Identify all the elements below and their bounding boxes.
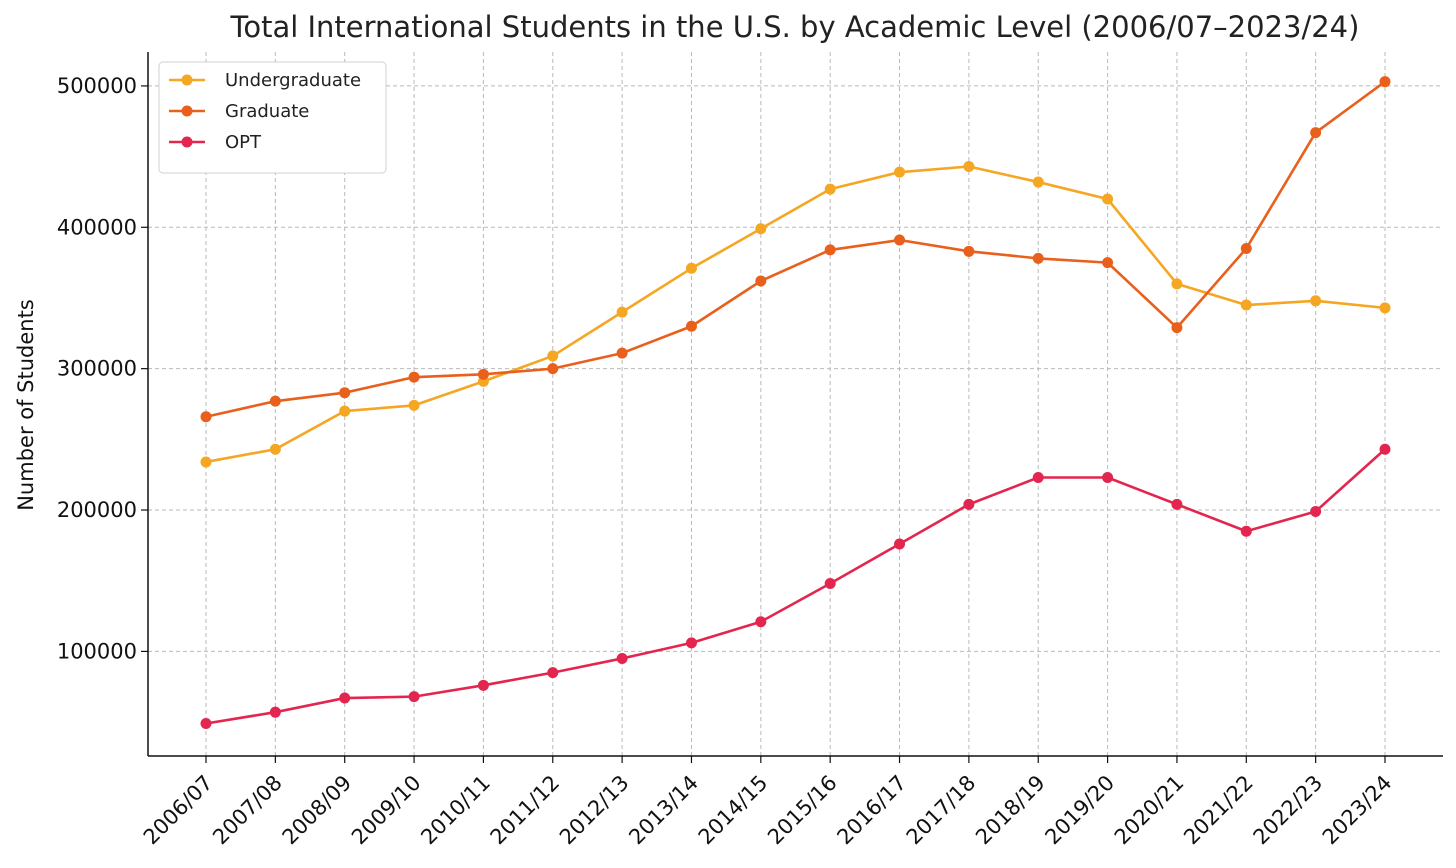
- data-point-opt: [685, 637, 697, 649]
- data-point-graduate: [685, 320, 697, 332]
- data-point-undergraduate: [1102, 193, 1114, 205]
- data-point-graduate: [1379, 76, 1391, 88]
- data-point-undergraduate: [200, 456, 212, 468]
- data-point-undergraduate: [616, 306, 628, 318]
- data-point-graduate: [200, 411, 212, 423]
- x-tick-label: 2020/21: [1110, 771, 1189, 850]
- y-tick-label: 500000: [57, 74, 137, 98]
- data-point-graduate: [1240, 242, 1252, 254]
- x-tick-label: 2022/23: [1249, 771, 1328, 850]
- data-point-opt: [1310, 505, 1322, 517]
- data-point-graduate: [963, 245, 975, 257]
- series-line-opt: [204, 447, 1387, 725]
- series-graduate: [200, 76, 1391, 423]
- data-point-opt: [339, 692, 351, 704]
- data-point-undergraduate: [824, 183, 836, 195]
- data-point-undergraduate: [1171, 278, 1183, 290]
- data-point-opt: [1102, 472, 1114, 484]
- x-tick-label: 2015/16: [763, 771, 842, 850]
- legend-box: [158, 61, 387, 174]
- data-point-graduate: [824, 244, 836, 256]
- data-point-opt: [755, 616, 767, 628]
- data-point-undergraduate: [1240, 299, 1252, 311]
- legend-marker-swatch: [181, 74, 193, 86]
- y-tick-label: 100000: [57, 639, 137, 663]
- data-point-graduate: [269, 395, 281, 407]
- data-point-opt: [200, 717, 212, 729]
- data-point-undergraduate: [408, 399, 420, 411]
- data-point-opt: [1032, 472, 1044, 484]
- data-point-opt: [547, 667, 559, 679]
- y-tick-label: 300000: [57, 357, 137, 381]
- data-point-opt: [477, 679, 489, 691]
- data-point-graduate: [755, 275, 767, 287]
- data-point-opt: [1171, 498, 1183, 510]
- x-tick-label: 2016/17: [832, 771, 911, 850]
- series-layer: [200, 76, 1391, 729]
- x-tick-label: 2010/11: [416, 771, 495, 850]
- data-point-opt: [616, 652, 628, 664]
- data-point-graduate: [408, 371, 420, 383]
- x-tick-label: 2009/10: [347, 771, 426, 850]
- legend-item-opt: OPT: [169, 132, 262, 153]
- data-point-opt: [824, 578, 836, 590]
- data-point-opt: [1379, 443, 1391, 455]
- x-tick-label: 2011/12: [486, 771, 565, 850]
- x-tick-label: 2023/24: [1318, 771, 1397, 850]
- y-tick-label: 400000: [57, 215, 137, 239]
- data-point-undergraduate: [1310, 295, 1322, 307]
- data-point-undergraduate: [685, 262, 697, 274]
- chart-title: Total International Students in the U.S.…: [230, 10, 1360, 44]
- x-tick-label: 2006/07: [139, 771, 218, 850]
- series-line-graduate: [204, 80, 1387, 419]
- x-tick-label: 2021/22: [1179, 771, 1258, 850]
- legend-label: Graduate: [225, 101, 309, 122]
- x-tick-label: 2012/13: [555, 771, 634, 850]
- legend-marker-swatch: [181, 136, 193, 148]
- y-axis-title: Number of Students: [14, 299, 38, 511]
- data-point-undergraduate: [894, 166, 906, 178]
- x-tick-label: 2008/09: [278, 771, 357, 850]
- data-point-opt: [1240, 525, 1252, 537]
- data-point-graduate: [894, 234, 906, 246]
- data-point-graduate: [339, 387, 351, 399]
- data-point-undergraduate: [1379, 302, 1391, 314]
- data-point-undergraduate: [755, 223, 767, 235]
- data-point-graduate: [1310, 127, 1322, 139]
- data-point-graduate: [1171, 322, 1183, 334]
- series-line-undergraduate: [204, 165, 1387, 464]
- legend-item-graduate: Graduate: [169, 101, 309, 122]
- data-point-undergraduate: [339, 405, 351, 417]
- series-undergraduate: [200, 161, 1391, 468]
- x-tick-label: 2019/20: [1040, 771, 1119, 850]
- data-point-opt: [963, 498, 975, 510]
- legend: Undergraduate Graduate OPT: [158, 61, 387, 174]
- legend-label: OPT: [225, 132, 262, 153]
- data-point-undergraduate: [269, 443, 281, 455]
- x-tick-label: 2018/19: [971, 771, 1050, 850]
- x-tick-label: 2014/15: [694, 771, 773, 850]
- x-tick-label: 2013/14: [624, 771, 703, 850]
- data-point-opt: [408, 691, 420, 703]
- y-tick-label: 200000: [57, 498, 137, 522]
- data-point-undergraduate: [963, 161, 975, 173]
- data-point-graduate: [616, 347, 628, 359]
- data-point-undergraduate: [1032, 176, 1044, 188]
- data-point-opt: [269, 706, 281, 718]
- x-tick-label: 2017/18: [902, 771, 981, 850]
- legend-marker-swatch: [181, 105, 193, 117]
- data-point-undergraduate: [547, 350, 559, 362]
- x-tick-label: 2007/08: [208, 771, 287, 850]
- data-point-graduate: [477, 368, 489, 380]
- legend-item-undergraduate: Undergraduate: [169, 70, 361, 91]
- legend-label: Undergraduate: [225, 70, 361, 91]
- data-point-graduate: [1032, 252, 1044, 264]
- data-point-graduate: [547, 363, 559, 375]
- series-opt: [200, 443, 1391, 729]
- data-point-graduate: [1102, 257, 1114, 269]
- data-point-opt: [894, 538, 906, 550]
